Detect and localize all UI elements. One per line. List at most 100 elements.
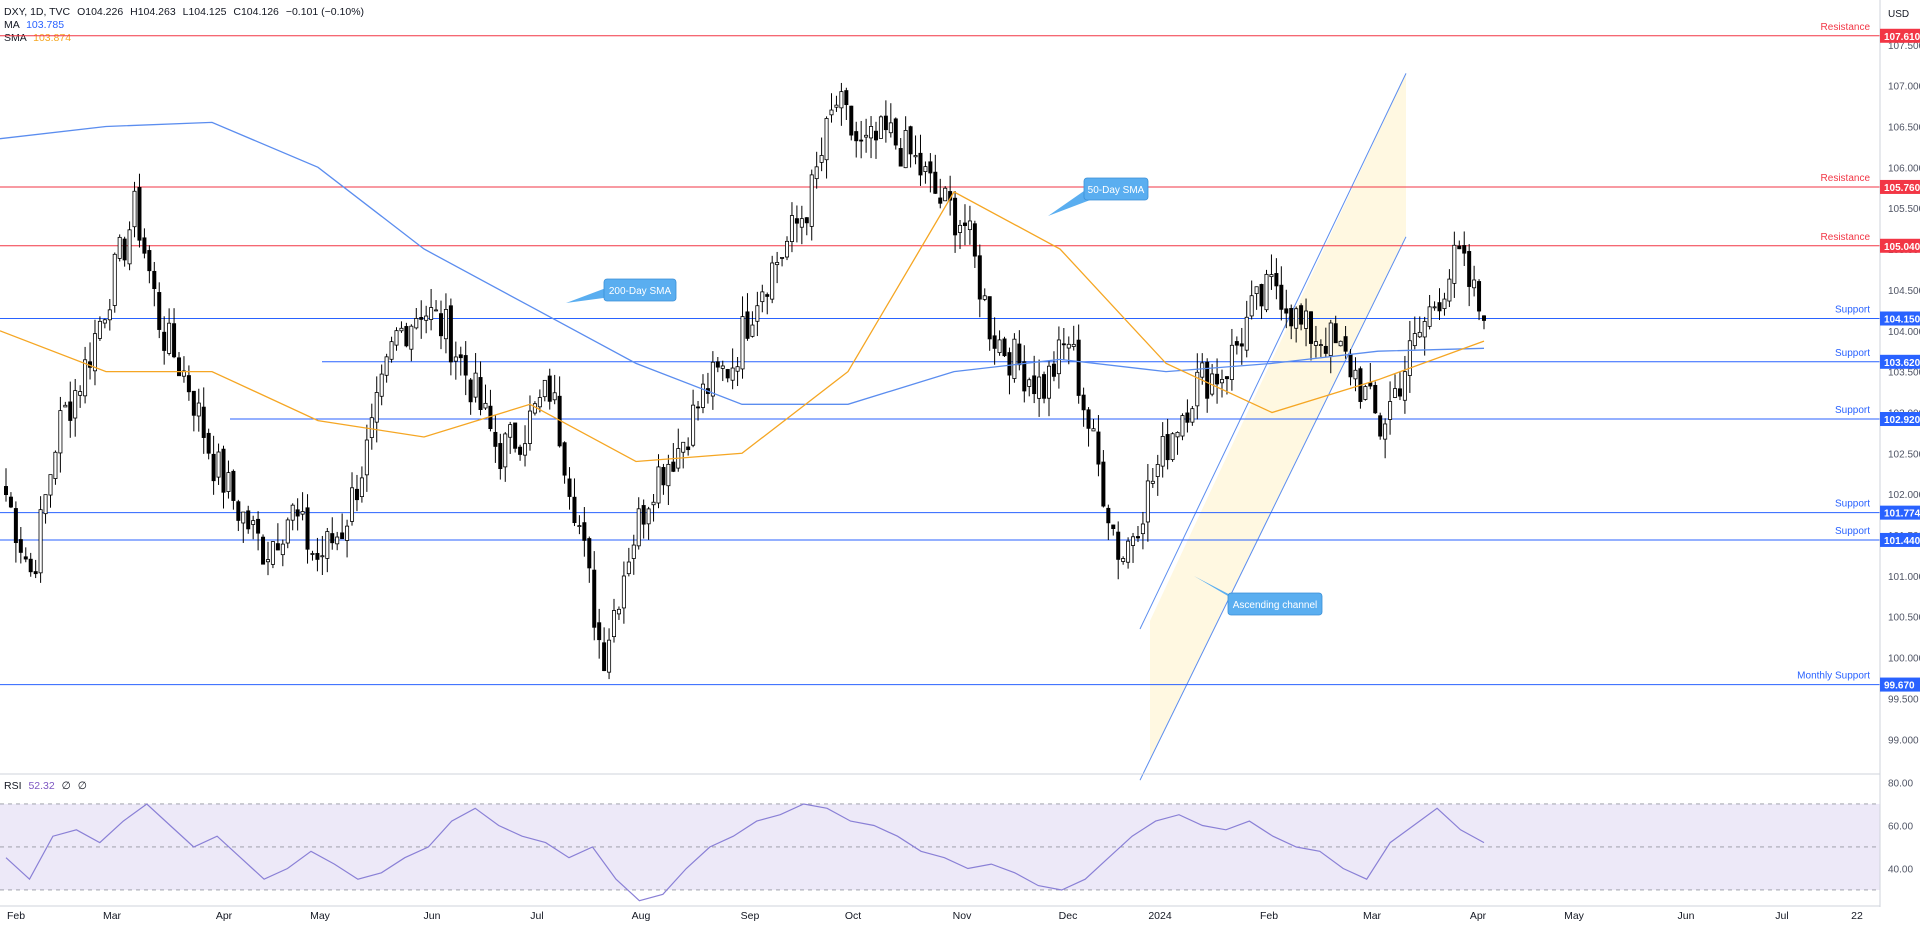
candle-body: [992, 335, 997, 349]
candle-body: [438, 313, 443, 337]
level-type-label: Resistance: [1821, 232, 1871, 243]
callout-50-day-sma[interactable]: 50-Day SMA: [1048, 177, 1149, 216]
candle-body: [1249, 295, 1254, 317]
candle-body: [967, 220, 972, 231]
candle-body: [1140, 523, 1145, 535]
candle-body: [256, 518, 261, 534]
candle-body: [83, 359, 88, 397]
candle-body: [839, 91, 844, 109]
candle-body: [1447, 278, 1452, 302]
candle-body: [1066, 343, 1071, 349]
callout-200-day-sma[interactable]: 200-Day SMA: [566, 278, 677, 303]
candle-body: [1215, 373, 1220, 385]
candle-body: [513, 422, 518, 449]
candle-body: [399, 327, 404, 332]
y-tick-label: 100.000: [1888, 654, 1920, 665]
y-tick-label: 107.500: [1888, 41, 1920, 52]
y-tick-label: 106.500: [1888, 122, 1920, 133]
candle-body: [903, 130, 908, 169]
candle-body: [1116, 531, 1121, 560]
candle-body: [211, 453, 216, 482]
candle-body: [434, 309, 439, 312]
candle-body: [226, 472, 231, 492]
candle-body: [147, 250, 152, 272]
candle-body: [750, 324, 755, 337]
rsi-legend[interactable]: RSI 52.32 ∅ ∅: [4, 780, 87, 792]
candle-body: [958, 224, 963, 233]
candle-body: [636, 508, 641, 547]
candle-body: [1185, 412, 1190, 423]
sma-value: 103.874: [33, 32, 72, 44]
rsi-pane[interactable]: [0, 803, 1880, 902]
candle-body: [73, 390, 78, 419]
candle-body: [424, 315, 429, 321]
candle-body: [1145, 480, 1150, 523]
candle-body: [261, 536, 266, 565]
ma-200-line: [0, 121, 1485, 405]
candle-body: [1150, 480, 1155, 484]
candle-body: [43, 494, 48, 515]
candle-body: [419, 317, 424, 320]
candle-body: [1160, 436, 1165, 467]
candle-body: [394, 330, 399, 346]
candle-body: [374, 392, 379, 423]
candle-body: [1234, 341, 1239, 346]
candle-body: [893, 118, 898, 146]
candle-body: [18, 539, 23, 553]
candle-body: [8, 496, 13, 508]
candle-body: [1022, 361, 1027, 392]
candle-body: [612, 610, 617, 638]
candle-body: [1239, 343, 1244, 347]
candle-body: [493, 431, 498, 447]
candle-body: [270, 541, 275, 565]
x-tick-label: Oct: [845, 910, 861, 922]
candle-body: [1393, 388, 1398, 398]
candle-body: [542, 379, 547, 398]
candle-body: [117, 236, 122, 259]
candle-body: [888, 122, 893, 134]
candle-body: [527, 410, 532, 444]
channel-upper-line: [1139, 73, 1407, 630]
candle-body: [1165, 434, 1170, 461]
candle-body: [483, 402, 488, 409]
candle-body: [33, 571, 38, 575]
candle-body: [1269, 274, 1274, 278]
candle-body: [315, 553, 320, 560]
candle-body: [854, 131, 859, 142]
candle-body: [616, 608, 621, 615]
level-price-tag: [1880, 677, 1920, 692]
sma-legend[interactable]: SMA 103.874: [4, 32, 72, 44]
x-tick-label: Apr: [216, 910, 233, 922]
candle-body: [1482, 315, 1487, 321]
candle-body: [700, 383, 705, 408]
price-pane[interactable]: Resistance Resistance Resistance Support Sup…: [0, 22, 1880, 781]
candle-body: [824, 118, 829, 161]
candle-body: [844, 90, 849, 106]
ma-legend[interactable]: MA 103.785: [4, 19, 65, 31]
candle-body: [463, 355, 468, 376]
candle-body: [1432, 306, 1437, 309]
candle-body: [404, 326, 409, 347]
callout-ascending-channel[interactable]: Ascending channel: [1194, 576, 1323, 616]
rsi-line: [5, 803, 1485, 902]
candle-body: [1328, 322, 1333, 356]
candle-body: [794, 218, 799, 224]
level-price-tag: [1880, 238, 1920, 253]
candle-body: [305, 507, 310, 550]
candle-body: [997, 339, 1002, 354]
candle-body: [172, 323, 177, 358]
x-tick-label: Dec: [1059, 910, 1078, 922]
callout-box: [603, 278, 677, 302]
candle-body: [443, 309, 448, 340]
low-value: 104.125: [188, 6, 227, 18]
level-price-tag: [1880, 354, 1920, 369]
x-tick-label: Feb: [7, 910, 25, 922]
candle-body: [152, 270, 157, 290]
candle-body: [577, 525, 582, 527]
candle-body: [1333, 323, 1338, 344]
candle-body: [389, 341, 394, 360]
candle-body: [1244, 316, 1249, 351]
candle-body: [977, 255, 982, 300]
